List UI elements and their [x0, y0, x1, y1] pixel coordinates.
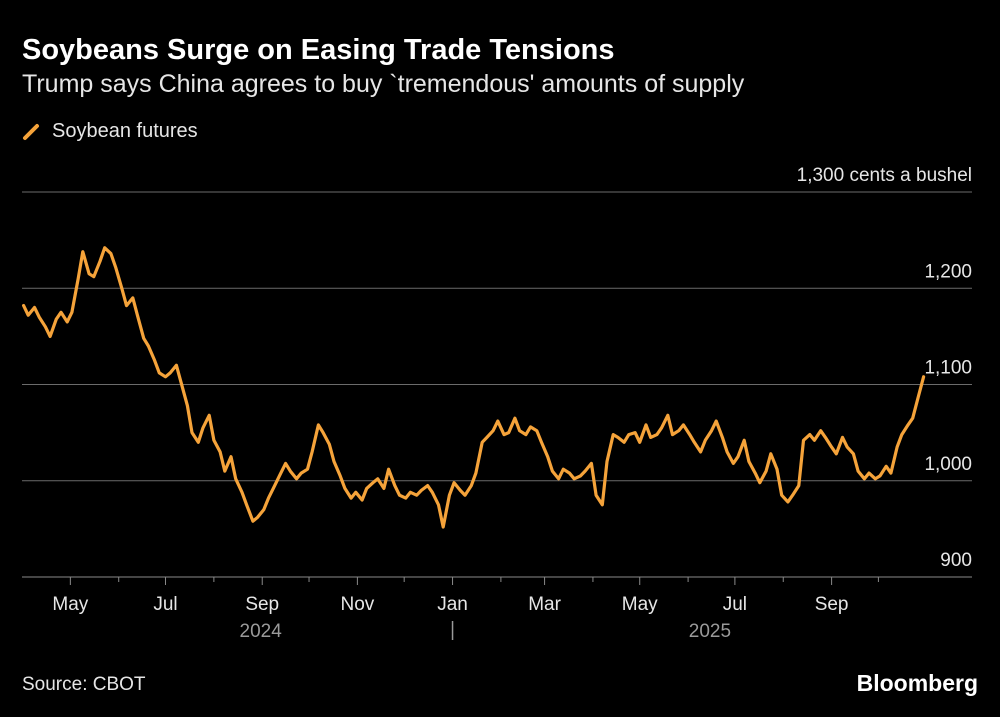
bloomberg-logo: Bloomberg: [856, 670, 978, 696]
y-tick-label: 900: [940, 550, 972, 571]
y-tick-label: 1,000: [924, 454, 972, 475]
year-label: 2024: [240, 621, 283, 642]
chart-title: Soybeans Surge on Easing Trade Tensions: [22, 34, 615, 66]
year-label: 2025: [689, 621, 731, 642]
y-tick-label: 1,100: [924, 358, 972, 379]
x-tick-label: Jul: [723, 594, 747, 615]
x-tick-label: Sep: [815, 594, 849, 615]
legend-label: Soybean futures: [52, 120, 198, 142]
legend: Soybean futures: [22, 120, 198, 143]
y-tick-label: 1,200: [924, 261, 972, 282]
source-note: Source: CBOT: [22, 674, 146, 695]
x-tick-label: Jan: [437, 594, 468, 615]
y-tick-label: 1,300 cents a bushel: [797, 165, 972, 186]
series-line-soybean-futures: [22, 246, 926, 529]
x-tick-label: May: [622, 594, 658, 615]
chart-subtitle: Trump says China agrees to buy `tremendo…: [22, 70, 745, 98]
x-tick-label: May: [52, 594, 88, 615]
x-tick-label: Mar: [528, 594, 561, 615]
x-tick-label: Nov: [340, 594, 374, 615]
x-tick-label: Jul: [153, 594, 177, 615]
legend-swatch-icon: [23, 123, 39, 140]
x-tick-label: Sep: [245, 594, 279, 615]
